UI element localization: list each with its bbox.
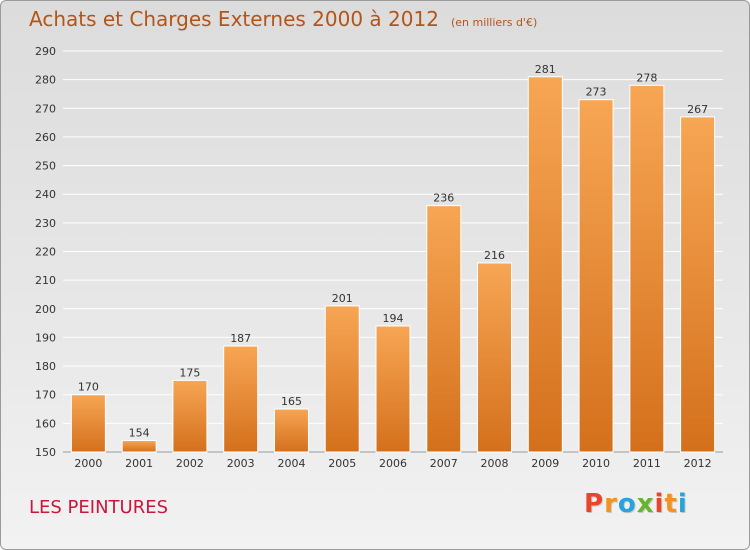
y-tick-label: 280 [35,74,56,87]
bar-value-label: 267 [687,103,708,116]
bar-2012 [680,116,716,453]
bar-2005 [324,305,360,453]
logo-letter: t [664,489,678,519]
x-tick-label: 2007 [430,457,458,470]
bar-value-label: 216 [484,249,505,262]
bar-2007 [426,205,462,453]
bar-value-label: 194 [383,312,404,325]
y-tick-label: 160 [35,417,56,430]
commune-name: LES PEINTURES [29,497,169,518]
bar-2006 [375,325,411,453]
y-tick-label: 210 [35,274,56,287]
bar-2002 [172,379,208,453]
bar-value-label: 175 [179,366,200,379]
bar-value-label: 281 [535,63,556,76]
y-tick-label: 170 [35,389,56,402]
y-tick-label: 240 [35,188,56,201]
y-tick-label: 260 [35,131,56,144]
x-tick-label: 2001 [125,457,153,470]
y-tick-label: 230 [35,217,56,230]
logo-letter: x [636,489,655,519]
y-tick-label: 150 [35,446,56,459]
chart-title: Achats et Charges Externes 2000 à 2012 (e… [29,7,537,31]
y-tick-label: 290 [35,45,56,58]
logo-letter: r [604,489,618,519]
logo-letter: P [584,489,605,519]
y-tick-label: 220 [35,246,56,259]
x-tick-label: 2005 [328,457,356,470]
x-tick-label: 2002 [176,457,204,470]
x-tick-label: 2000 [74,457,102,470]
chart-subtitle: (en milliers d'€) [450,16,538,29]
bar-value-label: 236 [433,192,454,205]
x-tick-label: 2009 [531,457,559,470]
x-tick-label: 2004 [277,457,305,470]
y-tick-label: 200 [35,303,56,316]
x-tick-label: 2003 [227,457,255,470]
chart-title-text: Achats et Charges Externes 2000 à 2012 [29,7,439,31]
bar-2010 [578,99,614,453]
x-tick-label: 2006 [379,457,407,470]
bar-value-label: 170 [78,381,99,394]
logo-letter: o [617,489,637,519]
x-tick-label: 2011 [633,457,661,470]
bar-2009 [527,76,563,453]
y-tick-label: 250 [35,160,56,173]
x-tick-label: 2010 [582,457,610,470]
logo-letter: i [654,489,665,519]
x-axis-ticks: 2000 2001 2002 2003 2004 2005 2006 2007 2008 2009… [74,457,711,470]
bar-value-label: 154 [129,427,150,440]
bar-value-label: 187 [230,332,251,345]
y-tick-label: 180 [35,360,56,373]
logo-letter: i [677,489,688,519]
y-tick-label: 190 [35,331,56,344]
bar-value-label: 278 [636,71,657,84]
bar-value-label: 165 [281,395,302,408]
bar-2011 [629,84,665,453]
y-axis-ticks: 150 160 170 180 190 200 210 220 230 240 250 260 270 2… [35,45,56,459]
bar-2001 [121,440,157,453]
x-tick-label: 2008 [481,457,509,470]
bars: 170 154 175 187 165 201 194 236 216 281 273 278 267 [70,63,716,453]
y-tick-label: 270 [35,102,56,115]
bar-2003 [223,345,259,453]
x-tick-label: 2012 [684,457,712,470]
bar-value-label: 273 [586,86,607,99]
bar-2008 [477,262,513,453]
bar-2000 [70,394,106,453]
proxiti-logo: Proxiti [584,489,688,519]
bar-value-label: 201 [332,292,353,305]
bar-2004 [273,408,309,453]
